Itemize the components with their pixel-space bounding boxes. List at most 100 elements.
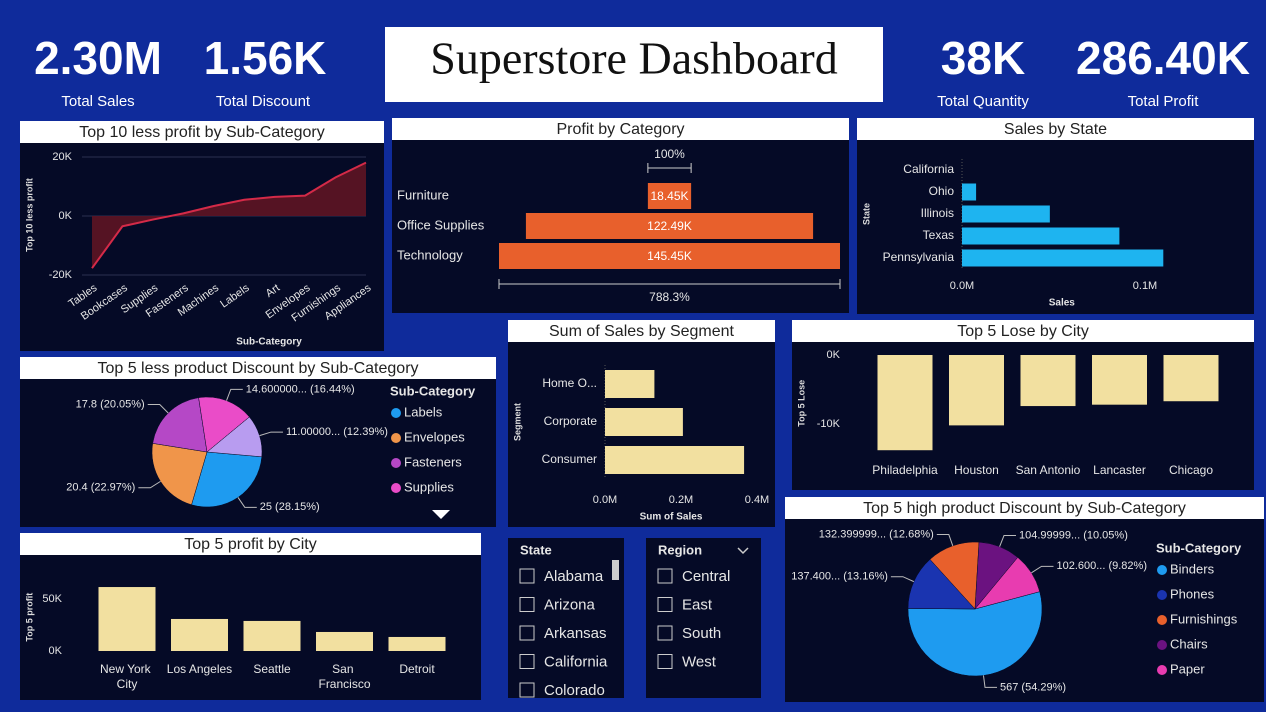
checkbox[interactable] [519,597,535,612]
checkbox[interactable] [657,625,673,641]
x-tick-label: Philadelphia [872,463,938,477]
legend-title: Sub-Category [1156,540,1242,555]
y-tick-label: Pennsylvania [883,250,955,264]
funnel-top-label: 100% [654,147,685,161]
x-tick-label: 0.4M [745,494,769,506]
y-tick-label: Consumer [542,452,597,466]
legend-label: Chairs [1170,636,1208,651]
bar [962,249,1164,267]
leader-line [237,497,257,508]
funnel-bar [499,243,840,269]
slicer-item[interactable]: Central [682,568,730,585]
legend-swatch [1157,590,1167,600]
data-label: 18.45K [650,189,688,203]
x-axis-label: Sub-Category [236,337,302,348]
y-tick-label: Home O... [542,376,597,390]
leader-line [226,388,243,401]
panel-header [392,118,849,140]
area-fill [92,162,366,269]
slicer-title: State [520,542,552,557]
y-tick-label: Texas [923,228,954,242]
panel [20,121,384,351]
panel-title: Sum of Sales by Segment [549,323,735,340]
panel-title: Top 5 less product Discount by Sub-Categ… [97,360,418,377]
dropdown-chevron[interactable] [737,547,749,555]
slicer-item[interactable]: East [682,596,713,613]
panel-title: Sales by State [1004,121,1107,138]
bar [962,183,977,201]
legend-swatch [391,433,401,443]
checkbox[interactable] [519,568,535,584]
funnel-bar [525,213,814,239]
data-label: 25 (28.15%) [260,501,320,513]
pie-slice [907,591,1043,677]
y-tick-label: 0K [827,349,841,361]
bar [605,370,655,398]
x-tick-label: 0.1M [1133,280,1157,292]
panel-title: Top 10 less profit by Sub-Category [79,124,324,141]
legend-scroll-arrow[interactable] [432,510,450,519]
slicer-item[interactable]: South [682,625,721,642]
funnel-bottom-label: 788.3% [649,290,690,304]
data-label: 14.600000... (16.44%) [246,383,355,395]
kpi-value: 2.30M [34,32,162,84]
leader-line [147,404,169,414]
slicer-item[interactable]: California [544,653,608,670]
funnel-bracket [498,279,841,289]
slicer-title: Region [658,542,702,557]
title-box [385,27,883,102]
bar [962,227,1120,245]
data-label: 102.600... (9.82%) [1056,560,1147,572]
legend-label: Fasteners [404,454,462,469]
funnel-bar [647,183,692,209]
leader-line [138,480,161,489]
pie-slice [206,416,263,458]
checkbox[interactable] [657,654,673,669]
x-tick-label: 0.0M [593,494,617,506]
legend-label: Binders [1170,561,1215,576]
pie-slice [191,451,263,508]
x-tick-label: Chicago [1169,463,1213,477]
kpi-value: 1.56K [204,32,327,84]
legend-label: Supplies [404,479,454,494]
checkbox[interactable] [657,568,673,584]
bar [243,620,301,651]
y-tick-label: Corporate [544,414,598,428]
slicer-item[interactable]: West [682,653,717,670]
panel-header [508,320,775,342]
y-tick-label: -10K [817,418,841,430]
y-tick-label: California [903,162,954,176]
checkbox[interactable] [657,597,673,612]
x-tick-label: Lancaster [1093,463,1146,477]
funnel-bracket [647,163,692,173]
legend-swatch [1157,565,1167,575]
slicer-clip [508,698,624,702]
checkbox[interactable] [519,682,535,698]
leader-line [259,431,283,437]
slicer-item[interactable]: Alabama [544,568,604,585]
scrollbar[interactable] [612,560,619,580]
bar [1163,355,1219,402]
slicer-item[interactable]: Colorado [544,682,605,699]
pie-slice [907,559,976,610]
x-tick-label: Houston [954,463,999,477]
checkbox[interactable] [519,625,535,641]
panel-title: Top 5 high product Discount by Sub-Categ… [863,500,1186,517]
bar [605,408,683,436]
y-tick-label: 20K [52,151,72,163]
data-label: 104.99999... (10.05%) [1019,529,1128,541]
panel-title: Top 5 Lose by City [957,323,1089,340]
bar [1020,355,1076,407]
checkbox[interactable] [519,654,535,669]
data-label: 137.400... (13.16%) [791,571,888,583]
x-axis-label: Sales [1049,298,1076,309]
bar [98,587,156,651]
slicer-item[interactable]: Arkansas [544,625,607,642]
slicer-item[interactable]: Arizona [544,596,596,613]
data-label: 145.45K [647,249,692,263]
kpi-label: Total Sales [61,93,134,110]
panel-header [785,497,1264,519]
leader-line [982,675,998,688]
legend-swatch [391,483,401,493]
